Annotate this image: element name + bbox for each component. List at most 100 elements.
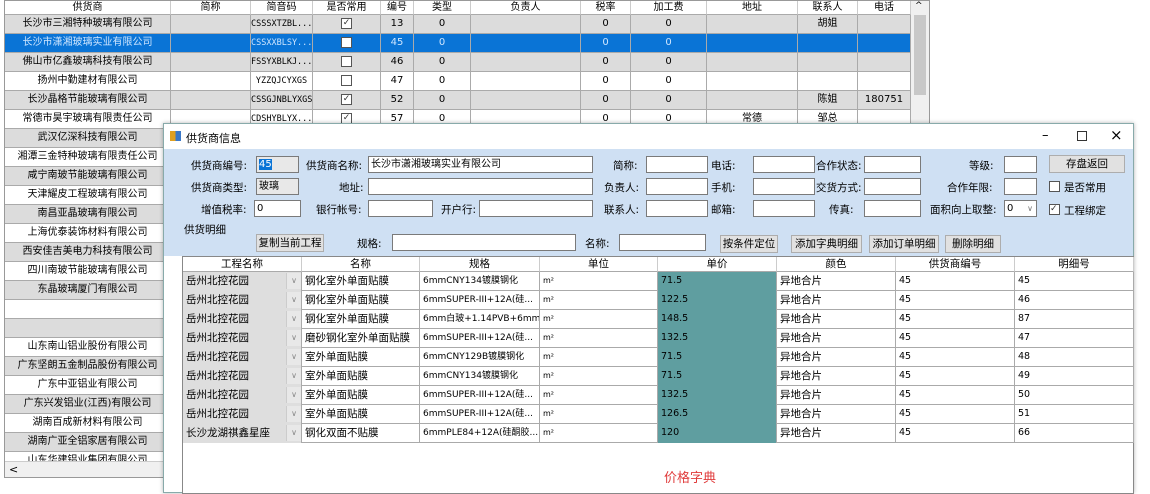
bind-checkbox[interactable]: ✓ xyxy=(1049,204,1060,215)
column-header-0[interactable]: 供货商 xyxy=(5,1,171,15)
detail-row[interactable]: 岳州北控花园 ∨ 室外单面贴膜 6mmCNY129B镀膜钢化 m² 71.5 异地合片 45 4… xyxy=(183,348,1134,367)
column-header-3[interactable]: 是否常用 xyxy=(313,1,381,15)
project-select[interactable]: 岳州北控花园 ∨ xyxy=(183,272,302,291)
chevron-down-icon[interactable]: ∨ xyxy=(286,368,301,384)
supplier-row[interactable]: 佛山市亿鑫玻璃科技有限公司 FSSYXBLKJ... 46 0 0 0 xyxy=(5,53,911,72)
column-header-6[interactable]: 负责人 xyxy=(471,1,581,15)
column-header-7[interactable]: 税率 xyxy=(581,1,631,15)
common-checkbox[interactable]: ✓ xyxy=(341,17,352,29)
cell-name: 常德市昊宇玻璃有限责任公司 xyxy=(5,110,171,129)
project-select[interactable]: 岳州北控花园 ∨ xyxy=(183,348,302,367)
common-checkbox[interactable] xyxy=(1049,181,1060,192)
detail-row[interactable]: 岳州北控花园 ∨ 钢化室外单面贴膜 6mmCNY134镀膜钢化 m² 71.5 异地合片 45… xyxy=(183,272,1134,291)
chevron-down-icon[interactable]: ∨ xyxy=(286,311,301,327)
minimize-button[interactable]: – xyxy=(1042,128,1049,143)
round-select[interactable]: 0 ∨ xyxy=(1004,200,1037,217)
supplier-row[interactable]: 长沙市潇湘玻璃实业有限公司 CSSXXBLSY... 45 0 0 0 xyxy=(5,34,911,53)
supplier-row[interactable]: 长沙市三湘特种玻璃有限公司 CSSSXTZBL... ✓ 13 0 0 0 胡姐 xyxy=(5,15,911,34)
detail-column-header-7[interactable]: 明细号 xyxy=(1015,257,1134,272)
detail-column-header-0[interactable]: 工程名称 xyxy=(183,257,302,272)
cell-tax: 0 xyxy=(581,91,631,110)
delete-detail-button[interactable]: 删除明细 xyxy=(945,235,1001,253)
project-select[interactable]: 岳州北控花园 ∨ xyxy=(183,367,302,386)
column-header-2[interactable]: 简音码 xyxy=(251,1,313,15)
detail-column-header-2[interactable]: 规格 xyxy=(420,257,540,272)
common-checkbox[interactable]: ✓ xyxy=(341,112,352,124)
copy-project-button[interactable]: 复制当前工程 xyxy=(256,234,324,252)
column-header-5[interactable]: 类型 xyxy=(414,1,471,15)
detail-row[interactable]: 长沙龙湖祺鑫星座 ∨ 钢化双面不贴膜 6mmPLE84+12A(硅酮胶... m² 120… xyxy=(183,424,1134,443)
detail-row[interactable]: 岳州北控花园 ∨ 钢化室外单面贴膜 6mmSUPER-III+12A(硅... m² 12… xyxy=(183,291,1134,310)
detail-column-header-6[interactable]: 供货商编号 xyxy=(896,257,1015,272)
detail-column-header-3[interactable]: 单位 xyxy=(540,257,658,272)
detail-column-header-4[interactable]: 单价 xyxy=(658,257,777,272)
detail-column-header-1[interactable]: 名称 xyxy=(302,257,420,272)
column-header-11[interactable]: 电话 xyxy=(858,1,911,15)
common-checkbox[interactable] xyxy=(341,55,352,67)
project-select[interactable]: 岳州北控花园 ∨ xyxy=(183,310,302,329)
save-return-button[interactable]: 存盘返回 xyxy=(1049,155,1125,173)
cell-no: 47 xyxy=(381,72,414,91)
project-select[interactable]: 岳州北控花园 ∨ xyxy=(183,329,302,348)
bank-account-field[interactable] xyxy=(368,200,433,217)
spec-cell: 6mmSUPER-III+12A(硅... xyxy=(420,329,540,348)
chevron-down-icon[interactable]: ∨ xyxy=(286,406,301,422)
coop-years-field[interactable] xyxy=(1004,178,1037,195)
title-bar: 供货商信息 – × xyxy=(164,124,1133,149)
phone-field[interactable] xyxy=(753,156,815,173)
detail-row[interactable]: 岳州北控花园 ∨ 室外单面贴膜 6mmCNY134镀膜钢化 m² 71.5 异地合片 45 49 xyxy=(183,367,1134,386)
detail-grid[interactable]: 工程名称 名称 规格 单位 单价 颜色 供货商编号 明细号 岳州北控花园 ∨ 钢化室外单面贴膜 6mm… xyxy=(182,256,1134,494)
email-field[interactable] xyxy=(753,200,815,217)
detail-row[interactable]: 岳州北控花园 ∨ 室外单面贴膜 6mmSUPER-III+12A(硅... m² 126.… xyxy=(183,405,1134,424)
column-header-8[interactable]: 加工费 xyxy=(631,1,707,15)
chevron-down-icon[interactable]: ∨ xyxy=(286,425,301,441)
chevron-down-icon[interactable]: ∨ xyxy=(286,292,301,308)
common-checkbox[interactable] xyxy=(341,36,352,48)
fax-field[interactable] xyxy=(864,200,921,217)
address-field[interactable] xyxy=(368,178,593,195)
project-select[interactable]: 长沙龙湖祺鑫星座 ∨ xyxy=(183,424,302,443)
column-header-1[interactable]: 简称 xyxy=(171,1,251,15)
column-header-9[interactable]: 地址 xyxy=(707,1,798,15)
level-field[interactable] xyxy=(1004,156,1037,173)
common-checkbox[interactable]: ✓ xyxy=(341,93,352,105)
chevron-down-icon[interactable]: ∨ xyxy=(286,387,301,403)
supplier-no-field[interactable]: 45 xyxy=(256,156,299,173)
cell-owner xyxy=(471,53,581,72)
project-select[interactable]: 岳州北控花园 ∨ xyxy=(183,291,302,310)
close-button[interactable]: × xyxy=(1110,126,1123,144)
project-select[interactable]: 岳州北控花园 ∨ xyxy=(183,405,302,424)
contact-field[interactable] xyxy=(646,200,708,217)
detail-row[interactable]: 岳州北控花园 ∨ 磨砂钢化室外单面贴膜 6mmSUPER-III+12A(硅... m²… xyxy=(183,329,1134,348)
supplier-name-field[interactable]: 长沙市潇湘玻璃实业有限公司 xyxy=(368,156,593,173)
chevron-down-icon[interactable]: ∨ xyxy=(286,330,301,346)
chevron-down-icon[interactable]: ∨ xyxy=(286,273,301,289)
mobile-field[interactable] xyxy=(753,178,815,195)
bank-field[interactable] xyxy=(479,200,593,217)
vat-field[interactable]: 0 xyxy=(254,200,301,217)
cell-addr xyxy=(707,91,798,110)
common-checkbox[interactable] xyxy=(341,74,352,86)
add-order-detail-button[interactable]: 添加订单明细 xyxy=(869,235,939,253)
locate-button[interactable]: 按条件定位 xyxy=(720,235,778,253)
supplier-type-field[interactable]: 玻璃 xyxy=(256,178,299,195)
spec-search-field[interactable] xyxy=(392,234,576,251)
supplier-row[interactable]: 长沙晶格节能玻璃有限公司 CSSGJNBLYXGS ✓ 52 0 0 0 陈姐 180751 xyxy=(5,91,911,110)
unit-cell: m² xyxy=(540,329,658,348)
owner-field[interactable] xyxy=(646,178,708,195)
delivery-field[interactable] xyxy=(864,178,921,195)
cell-tax: 0 xyxy=(581,34,631,53)
supplier-row[interactable]: 扬州中勤建材有限公司 YZZQJCYXGS 47 0 0 0 xyxy=(5,72,911,91)
project-select[interactable]: 岳州北控花园 ∨ xyxy=(183,386,302,405)
abbr-field[interactable] xyxy=(646,156,708,173)
chevron-down-icon[interactable]: ∨ xyxy=(286,349,301,365)
column-header-4[interactable]: 编号 xyxy=(381,1,414,15)
maximize-button[interactable] xyxy=(1077,131,1087,141)
detail-row[interactable]: 岳州北控花园 ∨ 室外单面贴膜 6mmSUPER-III+12A(硅... m² 132.… xyxy=(183,386,1134,405)
add-dict-detail-button[interactable]: 添加字典明细 xyxy=(791,235,862,253)
column-header-10[interactable]: 联系人 xyxy=(798,1,858,15)
name-search-field[interactable] xyxy=(619,234,706,251)
detail-row[interactable]: 岳州北控花园 ∨ 钢化室外单面贴膜 6mm白玻+1.14PVB+6mm... m² 148… xyxy=(183,310,1134,329)
detail-column-header-5[interactable]: 颜色 xyxy=(777,257,896,272)
coop-status-field[interactable] xyxy=(864,156,921,173)
